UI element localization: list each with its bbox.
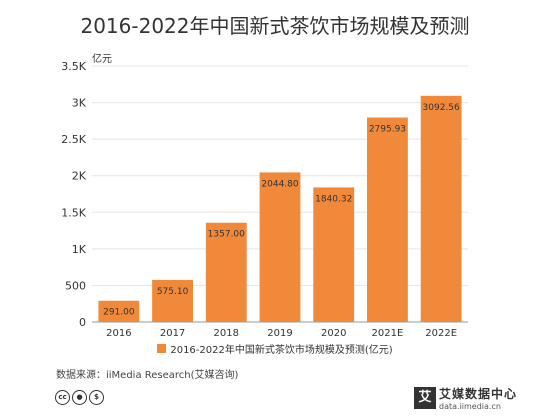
bar <box>205 222 247 322</box>
data-label: 1840.32 <box>315 194 352 204</box>
data-label: 3092.56 <box>423 103 460 113</box>
y-tick-label: 2.5K <box>61 133 86 146</box>
chart-title: 2016-2022年中国新式茶饮市场规模及预测 <box>80 14 470 38</box>
bar <box>420 95 462 322</box>
x-tick-label: 2022E <box>425 328 457 339</box>
y-tick-label: 2K <box>72 170 87 183</box>
bar-chart: 0 500 1K 1.5K 2K 2.5K 3K 3.5K 291.00 2016 575.10 20… <box>61 60 468 339</box>
person-icon: ● <box>72 390 87 405</box>
x-tick-label: 2021E <box>372 328 404 339</box>
logo-name: 艾媒数据中心 <box>439 387 518 401</box>
logo: 艾 艾媒数据中心 data.iimedia.cn <box>414 385 517 411</box>
chart-legend: 2016-2022年中国新式茶饮市场规模及预测(亿元) <box>0 341 550 356</box>
x-tick-label: 2020 <box>321 328 346 339</box>
bar <box>98 300 140 322</box>
data-label: 2044.80 <box>261 179 298 189</box>
y-tick-label: 500 <box>65 279 86 292</box>
legend-swatch <box>157 344 167 353</box>
legend-label: 2016-2022年中国新式茶饮市场规模及预测(亿元) <box>170 345 393 356</box>
logo-url: data.iimedia.cn <box>439 402 501 411</box>
y-tick-label: 3.5K <box>61 60 86 73</box>
x-tick-label: 2018 <box>214 328 239 339</box>
x-tick-label: 2017 <box>160 328 185 339</box>
y-tick-label: 1K <box>72 243 87 256</box>
data-source-note: 数据来源：iiMedia Research(艾媒咨询) <box>56 370 239 381</box>
bar <box>152 279 193 322</box>
x-tick-label: 2016 <box>106 328 131 339</box>
y-tick-label: 1.5K <box>61 206 86 219</box>
cc-icon: cc <box>55 390 70 405</box>
data-label: 2795.93 <box>369 124 406 134</box>
x-tick-label: 2019 <box>267 328 292 339</box>
data-label: 575.10 <box>157 287 189 297</box>
data-label: 291.00 <box>103 308 135 318</box>
y-axis-unit-label: 亿元 <box>92 54 112 65</box>
bar <box>259 172 301 322</box>
bar <box>367 117 408 323</box>
license-icons: cc ● $ <box>55 390 104 405</box>
no-commercial-icon: $ <box>89 390 104 405</box>
y-tick-label: 3K <box>72 97 87 110</box>
logo-mark-icon: 艾 <box>414 387 436 409</box>
y-tick-label: 0 <box>79 316 86 329</box>
bar <box>313 187 355 322</box>
data-label: 1357.00 <box>208 230 245 240</box>
